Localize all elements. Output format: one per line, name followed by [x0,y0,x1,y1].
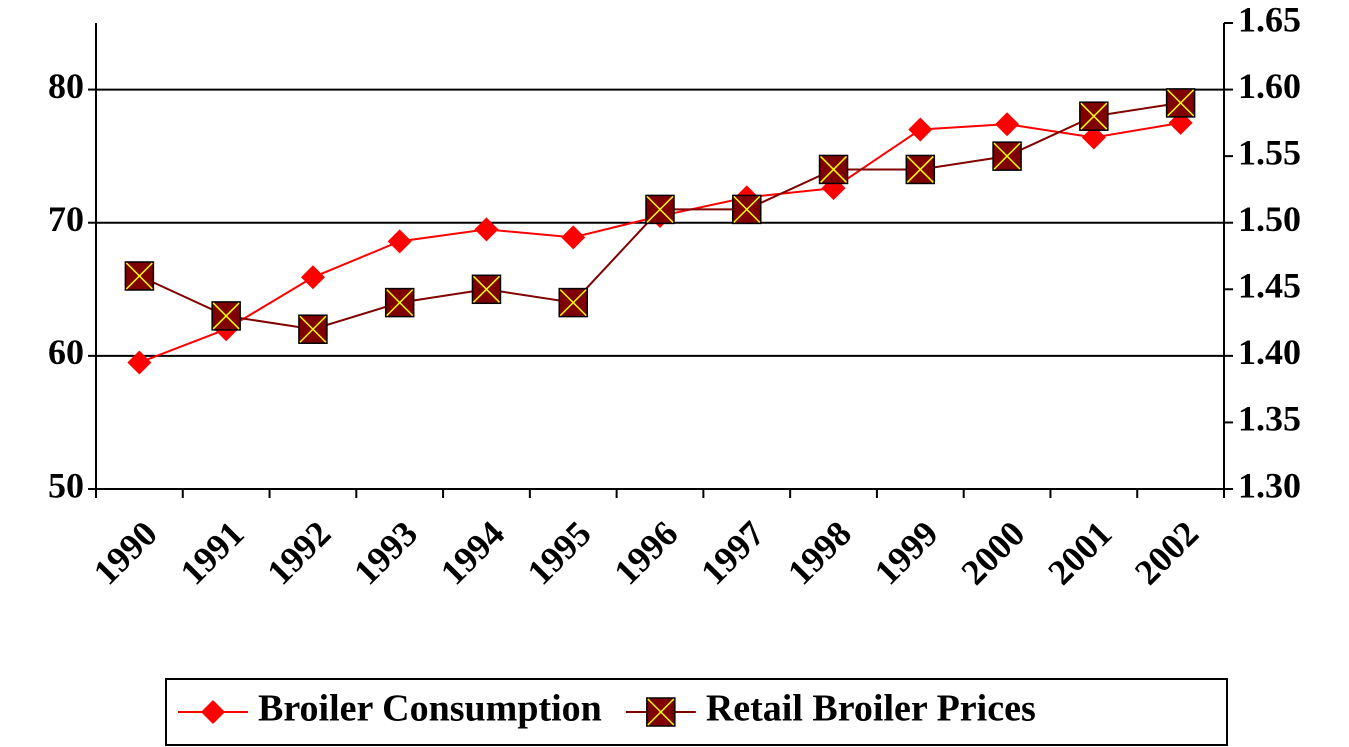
marker-cross [646,195,674,223]
x-tick-label: 1995 [520,513,599,592]
y2-tick-label: 1.35 [1238,399,1301,439]
marker [908,117,933,142]
x-tick-label: 2000 [953,513,1032,592]
marker [561,225,586,250]
marker [995,112,1020,137]
y-tick-label: 80 [48,66,84,106]
legend-item: Retail Broiler Prices [625,688,1036,730]
x-tick-label: 1998 [780,513,859,592]
marker-cross [820,155,848,183]
marker-cross [733,195,761,223]
y2-tick-label: 1.55 [1238,132,1301,172]
y2-tick-label: 1.65 [1238,0,1301,39]
x-tick-label: 2001 [1040,513,1119,592]
marker-cross [993,142,1021,170]
marker-cross [559,289,587,317]
marker [1081,125,1106,150]
y2-tick-label: 1.40 [1238,332,1301,372]
y2-tick-label: 1.45 [1238,266,1301,306]
legend [165,678,1228,746]
legend-item: Broiler Consumption [178,688,602,730]
marker [387,229,412,254]
y-tick-label: 70 [48,199,84,239]
legend-label: Broiler Consumption [258,688,602,730]
x-tick-label: 1997 [693,513,772,592]
x-tick-label: 1999 [867,513,946,592]
legend-label: Retail Broiler Prices [706,688,1036,730]
marker-cross [386,289,414,317]
marker-cross [1080,102,1108,130]
x-tick-label: 1996 [606,513,685,592]
x-tick-label: 1993 [346,513,425,592]
marker [474,217,499,242]
y-tick-label: 60 [48,332,84,372]
marker-cross [125,262,153,290]
x-tick-label: 2002 [1127,513,1206,592]
x-tick-label: 1994 [433,513,512,592]
y2-tick-label: 1.60 [1238,66,1301,106]
marker-cross [472,275,500,303]
series [127,110,1193,375]
y-tick-label: 50 [48,465,84,505]
marker-cross [647,698,675,726]
y2-tick-label: 1.50 [1238,199,1301,239]
marker-cross [212,302,240,330]
marker [300,265,325,290]
legend-marker [201,700,225,724]
series [124,88,1196,344]
x-tick-label: 1992 [259,513,338,592]
marker [127,350,152,375]
x-tick-label: 1991 [172,513,251,592]
y2-tick-label: 1.30 [1238,465,1301,505]
marker-cross [299,315,327,343]
marker-cross [1167,89,1195,117]
marker-cross [906,155,934,183]
x-tick-label: 1990 [86,513,165,592]
